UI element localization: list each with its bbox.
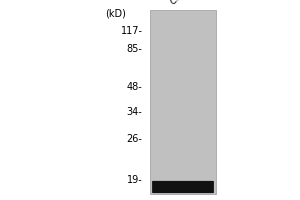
Text: 117-: 117- bbox=[121, 26, 142, 36]
Text: 19-: 19- bbox=[127, 175, 142, 185]
Text: (kD): (kD) bbox=[105, 8, 126, 18]
FancyBboxPatch shape bbox=[152, 181, 214, 193]
Text: 48-: 48- bbox=[127, 82, 142, 92]
Text: COS7: COS7 bbox=[169, 0, 193, 6]
Text: 34-: 34- bbox=[127, 107, 142, 117]
Text: 85-: 85- bbox=[127, 44, 142, 54]
Text: 26-: 26- bbox=[127, 134, 142, 144]
Bar bbox=[150, 10, 216, 194]
